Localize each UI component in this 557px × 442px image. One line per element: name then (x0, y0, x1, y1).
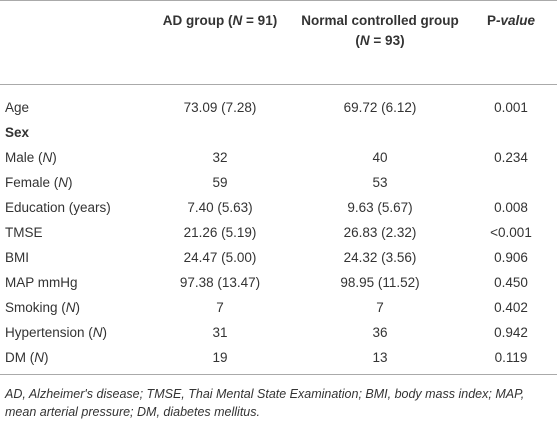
table-row: Smoking (N) 7 7 0.402 (0, 295, 557, 320)
cell: 0.402 (494, 300, 528, 315)
text-part: N (34, 350, 44, 365)
text-part: ) (68, 175, 73, 190)
header-row: AD group (N = 91) Normal controlled group… (0, 0, 557, 85)
cell: 24.32 (3.56) (343, 250, 417, 265)
row-label: MAP mmHg (0, 270, 145, 295)
text-part: N (65, 300, 76, 315)
text-part: AD group ( (162, 13, 233, 28)
row-label: Male (N) (0, 145, 145, 170)
cell: 7.40 (5.63) (187, 200, 253, 215)
cell: 7 (376, 300, 384, 315)
text-part: ) (44, 350, 49, 365)
cell: 24.47 (5.00) (183, 250, 257, 265)
text-part: N (359, 33, 370, 48)
row-label: Sex (0, 120, 145, 145)
cell: 0.234 (494, 150, 528, 165)
text-part: ) (52, 150, 57, 165)
row-label: Age (0, 85, 145, 121)
table-row: Education (years) 7.40 (5.63) 9.63 (5.67) 0… (0, 195, 557, 220)
cell: 26.83 (2.32) (343, 225, 417, 240)
cell: 0.450 (494, 275, 528, 290)
row-label: DM (N) (0, 345, 145, 375)
text-part: N (42, 150, 53, 165)
table-body: Age 73.09 (7.28) 69.72 (6.12) 0.001 Sex Male … (0, 85, 557, 375)
cell: 98.95 (11.52) (340, 275, 420, 290)
header-cell: Normal controlled group (N = 93) (295, 0, 465, 85)
row-label: Female (N) (0, 170, 145, 195)
cell (465, 170, 557, 195)
text-part: Smoking ( (5, 300, 66, 315)
cell: 0.119 (465, 345, 557, 375)
text-part: -value (495, 13, 536, 28)
table-row: MAP mmHg 97.38 (13.47) 98.95 (11.52) 0.450 (0, 270, 557, 295)
text-part: MAP mmHg (5, 275, 78, 290)
row-label: TMSE (0, 220, 145, 245)
cell: 32 (212, 150, 228, 165)
text-part: Age (5, 100, 30, 115)
header-cell: AD group (N = 91) (145, 0, 295, 85)
cell: 19 (145, 345, 295, 375)
cell: 31 (212, 325, 228, 340)
row-label: Smoking (N) (0, 295, 145, 320)
text-part: TMSE (5, 225, 43, 240)
text-part: Hypertension ( (5, 325, 93, 340)
table-row: Female (N) 59 53 (0, 170, 557, 195)
cell: 73.09 (7.28) (183, 100, 257, 115)
text-part: Male ( (5, 150, 43, 165)
cell: 0.001 (494, 100, 528, 115)
table-row: Sex (0, 120, 557, 145)
cell: 97.38 (13.47) (179, 275, 261, 290)
table-row: Male (N) 32 40 0.234 (0, 145, 557, 170)
cell: 40 (372, 150, 388, 165)
table-row: BMI 24.47 (5.00) 24.32 (3.56) 0.906 (0, 245, 557, 270)
cell: 9.63 (5.67) (347, 200, 413, 215)
text-part: = 93) (369, 33, 405, 48)
data-table: AD group (N = 91) Normal controlled group… (0, 0, 557, 375)
cell: 59 (212, 175, 228, 190)
cell: 0.906 (494, 250, 528, 265)
header-cell: P-value (465, 0, 557, 85)
text-part: DM ( (5, 350, 35, 365)
cell: 0.942 (494, 325, 528, 340)
text-part: = 91) (242, 13, 278, 28)
cell (465, 120, 557, 145)
table-row: Age 73.09 (7.28) 69.72 (6.12) 0.001 (0, 85, 557, 121)
row-label: BMI (0, 245, 145, 270)
cell (295, 120, 465, 145)
cell: 7 (216, 300, 224, 315)
text-part: Sex (5, 125, 30, 140)
cell: 0.008 (494, 200, 528, 215)
table-row: TMSE 21.26 (5.19) 26.83 (2.32) <0.001 (0, 220, 557, 245)
text-part: P (486, 13, 496, 28)
text-part: ) (75, 300, 81, 315)
table-header: AD group (N = 91) Normal controlled group… (0, 0, 557, 85)
cell: 21.26 (5.19) (183, 225, 257, 240)
cell: 53 (372, 175, 388, 190)
text-part: Female ( (5, 175, 59, 190)
text-part: Normal controlled group ( (301, 13, 459, 48)
table-row: DM (N) 19 13 0.119 (0, 345, 557, 375)
row-label: Hypertension (N) (0, 320, 145, 345)
cell: <0.001 (490, 225, 532, 240)
cell (145, 120, 295, 145)
cell: 13 (295, 345, 465, 375)
text-part: N (92, 325, 103, 340)
text-part: ) (102, 325, 108, 340)
footnote: AD, Alzheimer's disease; TMSE, Thai Ment… (5, 387, 525, 419)
text-part: N (232, 13, 243, 28)
cell: 69.72 (6.12) (343, 100, 417, 115)
text-part: N (58, 175, 69, 190)
text-part: Education (years) (5, 200, 111, 215)
cell: 36 (372, 325, 388, 340)
row-label: Education (years) (0, 195, 145, 220)
table-row: Hypertension (N) 31 36 0.942 (0, 320, 557, 345)
text-part: BMI (5, 250, 30, 265)
header-cell (0, 0, 145, 85)
